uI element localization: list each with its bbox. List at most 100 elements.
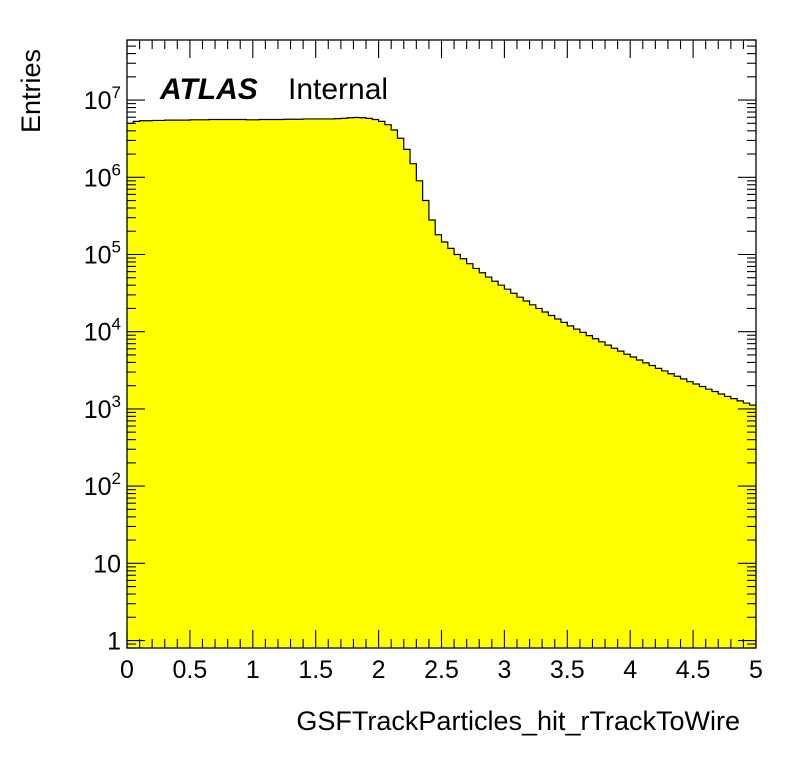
histogram-bar [416,180,424,648]
x-tick-label: 2.5 [424,656,459,684]
histogram-bar [366,118,373,649]
x-tick-label: 3.5 [550,656,585,684]
histogram-bar [661,370,669,648]
histogram-bar [139,120,147,649]
histogram-bar [183,120,191,649]
y-tick-label: 102 [84,469,121,501]
histogram-bar [447,248,455,648]
histogram-bar [391,129,398,649]
x-tick-label: 0 [120,656,134,684]
axis-ticks [126,39,757,649]
histogram-bar [680,378,688,648]
atlas-label: ATLAS [159,73,258,106]
histogram-bar [686,381,694,648]
histogram-bar [699,386,707,648]
histogram-bar [372,119,379,648]
histogram-bar [529,304,537,648]
x-tick-label: 5 [749,656,763,684]
x-tick-label: 2 [372,656,386,684]
histogram-bar [233,119,241,648]
histogram-bar [718,393,725,648]
histogram-bar [454,254,461,649]
histogram-bar [642,362,650,648]
histogram-bar [554,319,562,648]
histogram-bar [743,403,751,648]
histogram-bar [158,120,166,649]
histogram-bar [504,289,512,648]
histogram-bar [403,149,411,649]
histogram-bar [674,376,681,648]
histogram-bar [561,322,568,648]
histogram-bar [605,345,612,648]
histogram-bar [145,120,153,649]
x-tick-label: 3 [497,656,511,684]
histogram-bar [422,200,430,648]
x-tick-labels: 0 0.5 1 1.5 2 2.5 3 3.5 4 4.5 5 [120,656,763,684]
histogram-bar [328,118,335,649]
histogram-bar [667,373,675,648]
histogram-bar [215,119,222,648]
histogram-bar [334,118,342,648]
histogram-bar [548,315,556,648]
histogram-bar [259,119,266,648]
histogram-bar [611,348,619,648]
histogram-bar [498,285,505,648]
histogram-bar [164,120,172,649]
histogram-bar [284,119,291,649]
histogram-bar [586,335,593,648]
histogram-bar [152,120,159,649]
histogram-bar [737,400,744,648]
histogram-bar [189,119,197,648]
histogram-bar [378,121,386,649]
y-tick-labels: 1 10 102 103 104 105 106 107 [84,83,121,655]
y-tick-label: 103 [84,392,121,424]
histogram-bar [573,329,581,648]
histogram-bar [542,311,549,648]
histogram-bar [177,120,185,649]
histogram-bar [133,121,140,649]
histogram-bar [491,281,499,648]
histogram-bar [303,118,310,649]
histogram-bar [384,124,392,648]
histogram-bar [636,359,644,648]
x-tick-label: 4 [623,656,637,684]
histogram-bar [340,118,348,649]
histogram-bar [321,118,329,649]
histogram-bar [265,119,273,648]
histogram-bar [227,119,235,648]
histogram-bar [221,119,229,648]
histogram-bar [460,258,468,648]
y-tick-label: 104 [84,315,121,347]
histogram-bar [485,277,493,648]
histogram-bar [617,351,625,648]
histogram-bar [567,325,574,648]
histogram-bar [271,119,279,648]
x-tick-label: 0.5 [173,656,208,684]
histogram-bar [290,119,298,649]
histogram-bar [592,338,600,648]
histogram-bar [441,242,449,648]
histogram-bar [252,119,260,648]
y-axis-title: Entries [16,49,46,133]
histogram-outline [127,116,756,406]
histogram-bar [472,268,480,648]
histogram-bars [127,117,757,649]
histogram-bar [649,365,656,648]
x-tick-label: 4.5 [676,656,711,684]
y-tick-label: 105 [84,238,121,270]
histogram-bar [277,119,285,648]
x-axis-title: GSFTrackParticles_hit_rTrackToWire [296,706,740,736]
internal-label: Internal [288,73,388,106]
histogram-bar [359,117,367,648]
histogram-bar [523,300,530,648]
histogram-bar [171,120,178,649]
histogram-bar [479,272,486,648]
histogram-bar [655,368,663,648]
histogram-bar [410,163,417,648]
histogram-bar [630,357,637,648]
y-tick-label: 1 [107,628,121,656]
histogram-bar [397,138,405,648]
x-tick-label: 1.5 [298,656,333,684]
histogram-bar [428,219,436,648]
